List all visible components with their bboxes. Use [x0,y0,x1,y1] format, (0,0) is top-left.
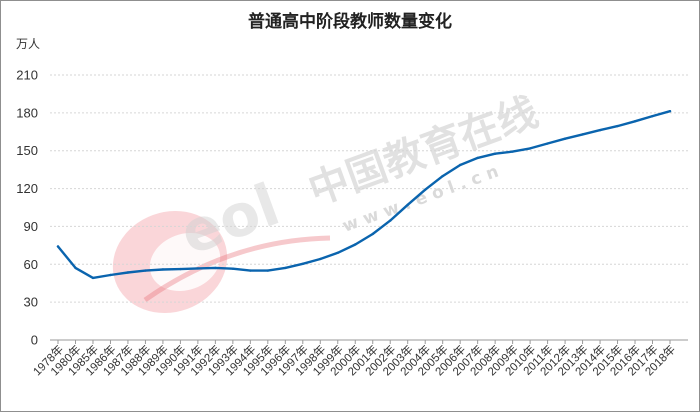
data-point [406,203,409,207]
gridlines [50,74,688,341]
data-point [371,232,374,236]
data-point [476,156,479,160]
data-point [511,150,514,153]
data-point [651,114,654,118]
data-point [528,147,532,150]
y-tick-label: 120 [16,181,38,196]
svg-text:eol: eol [172,170,288,268]
x-axis-ticks: 1978年1980年1985年1986年1987年1988年1989年1990年… [30,340,678,378]
data-point [598,128,602,132]
data-point [389,219,392,222]
data-point [249,269,252,272]
y-tick-label: 90 [24,219,38,234]
data-point [144,269,147,272]
y-tick-label: 0 [31,333,38,348]
data-point [668,110,672,113]
data-point [91,276,95,280]
data-point [633,120,637,123]
data-point [319,257,322,261]
data-point [74,266,77,270]
data-point [493,152,497,155]
data-point [616,124,619,128]
chart-title: 普通高中阶段教师数量变化 [248,11,452,32]
y-tick-label: 210 [16,68,38,83]
data-point [546,142,549,145]
data-point [563,137,567,140]
data-point [196,267,200,270]
data-point [109,273,112,277]
data-point [231,267,235,270]
data-point [161,268,165,271]
y-tick-label: 180 [16,105,38,120]
data-point [284,266,287,270]
data-point [301,262,304,265]
data-point [179,267,182,271]
data-point [354,243,357,246]
y-tick-label: 30 [24,295,38,310]
data-point [126,271,130,274]
data-point [441,174,444,178]
data-point [266,269,270,272]
data-point [424,188,427,191]
data-point [214,266,217,270]
y-tick-label: 60 [24,257,38,272]
data-point [458,163,462,167]
data-point [336,251,339,255]
data-point [581,133,584,136]
y-axis-unit-label: 万人 [16,37,40,51]
y-tick-label: 150 [16,143,38,158]
series-layer [56,110,672,280]
series-line [56,110,672,280]
y-axis-ticks: 0 30 60 90 120 150 180 210 [16,68,38,348]
data-point [56,245,60,248]
eol-watermark-logo: eol [112,170,331,314]
